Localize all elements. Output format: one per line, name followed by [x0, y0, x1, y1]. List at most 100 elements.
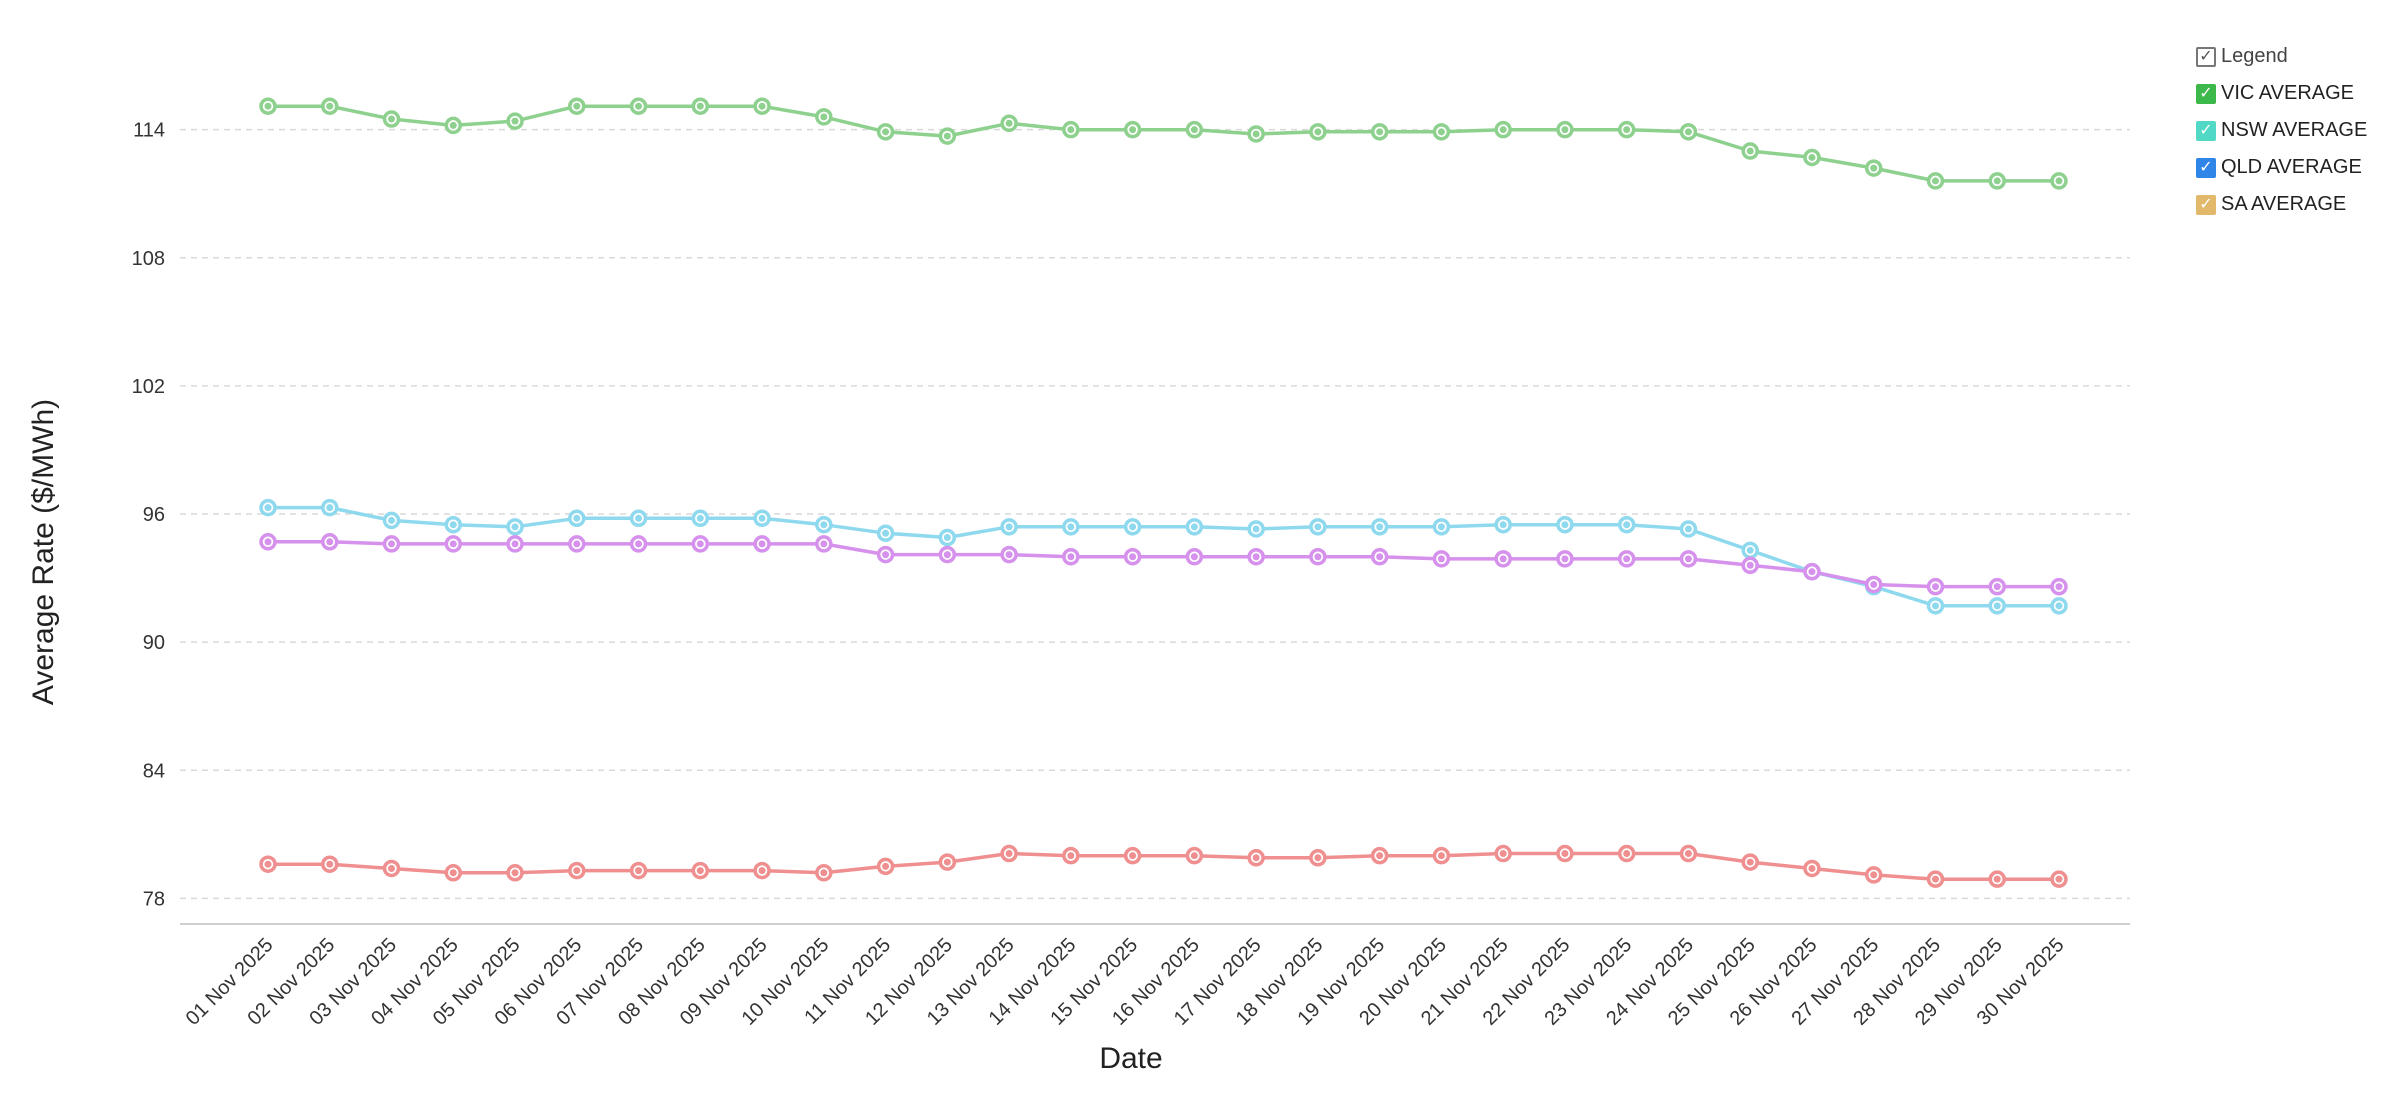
- data-point-center: [1870, 164, 1878, 172]
- legend-title-toggle[interactable]: ✓ Legend: [2196, 38, 2392, 75]
- series-qld-average: [259, 533, 2068, 596]
- data-point-center: [882, 128, 890, 136]
- legend-checkbox-icon[interactable]: ✓: [2196, 83, 2216, 104]
- legend-item-nsw-average[interactable]: ✓ NSW AVERAGE: [2196, 112, 2392, 149]
- data-point-center: [2055, 602, 2063, 610]
- data-point-center: [1437, 555, 1445, 563]
- legend-item-label: VIC AVERAGE: [2221, 82, 2355, 104]
- data-point-center: [1129, 126, 1137, 134]
- y-tick-label: 114: [133, 120, 165, 142]
- legend-item-label: SA AVERAGE: [2221, 193, 2347, 215]
- data-point-center: [1314, 854, 1322, 862]
- data-point-center: [1252, 854, 1260, 862]
- data-point-center: [511, 117, 519, 125]
- data-point-center: [449, 869, 457, 877]
- data-point-center: [1561, 126, 1569, 134]
- data-point-center: [1376, 852, 1384, 860]
- data-point-center: [1808, 153, 1816, 161]
- data-point-center: [1993, 177, 2001, 185]
- data-point-center: [943, 551, 951, 559]
- data-point-center: [1437, 128, 1445, 136]
- data-point-center: [1808, 568, 1816, 576]
- legend-checkbox-icon[interactable]: ✓: [2196, 194, 2216, 215]
- data-point-center: [573, 514, 581, 522]
- data-point-center: [1684, 128, 1692, 136]
- data-point-center: [1931, 177, 1939, 185]
- data-point-center: [511, 523, 519, 531]
- data-point-center: [1129, 523, 1137, 531]
- y-tick-label: 84: [143, 760, 165, 782]
- data-point-center: [1190, 553, 1198, 561]
- data-point-center: [1437, 852, 1445, 860]
- series-group: [259, 97, 2068, 888]
- y-tick-label: 96: [143, 504, 165, 526]
- data-point-center: [1623, 126, 1631, 134]
- data-point-center: [449, 121, 457, 129]
- legend-items: ✓ VIC AVERAGE ✓ NSW AVERAGE ✓ QLD AVERAGE ✓ SA …: [2196, 75, 2392, 223]
- data-point-center: [388, 115, 396, 123]
- legend-title-label: Legend: [2221, 45, 2288, 67]
- legend-checkbox-icon[interactable]: ✓: [2196, 46, 2216, 67]
- data-point-center: [1746, 858, 1754, 866]
- data-point-center: [264, 102, 272, 110]
- data-point-center: [820, 113, 828, 121]
- data-point-center: [1129, 553, 1137, 561]
- legend: ✓ Legend ✓ VIC AVERAGE ✓ NSW AVERAGE ✓ QLD AV…: [2196, 38, 2392, 223]
- data-point-center: [1499, 850, 1507, 858]
- data-point-center: [758, 514, 766, 522]
- data-point-center: [1005, 119, 1013, 127]
- data-point-center: [1314, 553, 1322, 561]
- data-point-center: [388, 540, 396, 548]
- data-point-center: [820, 540, 828, 548]
- data-point-center: [882, 551, 890, 559]
- data-point-center: [696, 540, 704, 548]
- legend-item-sa-average[interactable]: ✓ SA AVERAGE: [2196, 186, 2392, 223]
- data-point-center: [1993, 875, 2001, 883]
- series-line: [268, 540, 2059, 589]
- data-point-center: [2055, 177, 2063, 185]
- data-point-center: [1684, 850, 1692, 858]
- data-point-center: [1561, 555, 1569, 563]
- data-point-center: [1067, 553, 1075, 561]
- series-line: [268, 851, 2059, 881]
- data-point-center: [1437, 523, 1445, 531]
- data-point-center: [1376, 523, 1384, 531]
- data-point-center: [449, 540, 457, 548]
- data-point-center: [1129, 852, 1137, 860]
- data-point-center: [635, 540, 643, 548]
- data-point-center: [1746, 147, 1754, 155]
- data-point-center: [1870, 871, 1878, 879]
- data-point-center: [326, 538, 334, 546]
- legend-checkbox-icon[interactable]: ✓: [2196, 157, 2216, 178]
- series-line: [268, 505, 2059, 608]
- data-point-center: [1931, 583, 1939, 591]
- legend-item-vic-average[interactable]: ✓ VIC AVERAGE: [2196, 75, 2392, 112]
- data-point-center: [758, 540, 766, 548]
- data-point-center: [820, 521, 828, 529]
- y-tick-label: 108: [132, 248, 165, 270]
- legend-item-qld-average[interactable]: ✓ QLD AVERAGE: [2196, 149, 2392, 186]
- data-point-center: [1499, 555, 1507, 563]
- data-point-center: [1746, 546, 1754, 554]
- series-sa-average: [259, 844, 2068, 888]
- data-point-center: [820, 869, 828, 877]
- data-point-center: [1376, 553, 1384, 561]
- data-point-center: [1067, 523, 1075, 531]
- series-line: [268, 104, 2059, 183]
- data-point-center: [1684, 525, 1692, 533]
- data-point-center: [326, 102, 334, 110]
- data-point-center: [1376, 128, 1384, 136]
- data-point-center: [1005, 850, 1013, 858]
- data-point-center: [388, 864, 396, 872]
- data-point-center: [1190, 852, 1198, 860]
- data-point-center: [1623, 850, 1631, 858]
- x-axis-title: Date: [1099, 1042, 1162, 1075]
- data-point-center: [1808, 864, 1816, 872]
- legend-checkbox-icon[interactable]: ✓: [2196, 120, 2216, 141]
- data-point-center: [449, 521, 457, 529]
- data-point-center: [1993, 602, 2001, 610]
- data-point-center: [326, 860, 334, 868]
- y-tick-label: 102: [132, 376, 165, 398]
- data-point-center: [758, 102, 766, 110]
- data-point-center: [2055, 875, 2063, 883]
